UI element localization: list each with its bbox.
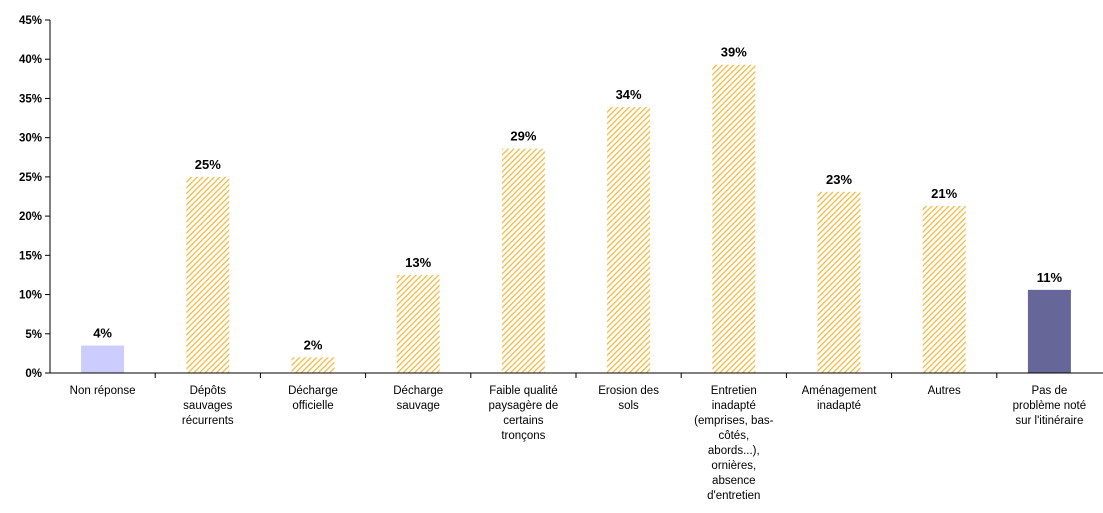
data-label: 29% [510, 129, 536, 144]
bar [607, 107, 651, 373]
x-tick-label: Dépôts sauvages récurrents [181, 385, 234, 427]
data-label: 34% [616, 87, 642, 102]
x-tick-label: Décharge sauvage [393, 385, 444, 412]
bar [712, 64, 756, 374]
bars [81, 64, 1071, 374]
y-tick-label: 40% [19, 54, 42, 66]
bar [291, 357, 335, 373]
data-labels: 4% 25% 2% 13% 29% 34% 39% 23% 21% 11% [93, 45, 1062, 353]
y-tick-label: 0% [25, 368, 42, 380]
x-tick-label: Pas de problème noté sur l'itinéraire [1012, 385, 1087, 427]
x-tick-label: Faible qualité paysagère de certains tro… [488, 385, 559, 442]
data-label: 13% [405, 255, 431, 270]
x-tick-label: Non réponse [69, 385, 136, 397]
y-tick-label: 25% [19, 172, 42, 184]
data-label: 11% [1037, 270, 1063, 285]
y-tick-label: 5% [25, 329, 42, 341]
x-tick-label: Autres [927, 385, 961, 397]
bar [396, 274, 440, 373]
x-axis [50, 372, 1103, 378]
y-tick-label: 20% [19, 211, 42, 223]
x-tick-label: Décharge officielle [288, 385, 338, 412]
x-tick-label: Entretien inadapté (emprises, bas- côtés… [694, 385, 774, 502]
x-tick-label: Aménagement inadapté [801, 385, 877, 412]
data-label: 21% [931, 186, 957, 201]
bar [81, 345, 125, 373]
bar [922, 205, 966, 373]
y-axis: 0% 5% 10% 15% 20% 25% 30% 35% 40% 45% [19, 15, 51, 380]
data-label: 23% [826, 172, 852, 187]
bar [501, 148, 545, 373]
y-tick-label: 35% [19, 93, 42, 105]
bar [186, 176, 230, 373]
bar [817, 191, 861, 373]
y-tick-label: 10% [19, 290, 42, 302]
y-tick-label: 15% [19, 250, 42, 262]
bar [1027, 289, 1071, 373]
data-label: 39% [721, 45, 747, 60]
x-tick-label: Erosion des sols [598, 385, 659, 412]
y-tick-label: 45% [19, 15, 42, 27]
data-label: 25% [195, 157, 221, 172]
data-label: 2% [304, 337, 323, 352]
data-label: 4% [93, 326, 112, 341]
y-tick-label: 30% [19, 133, 42, 145]
